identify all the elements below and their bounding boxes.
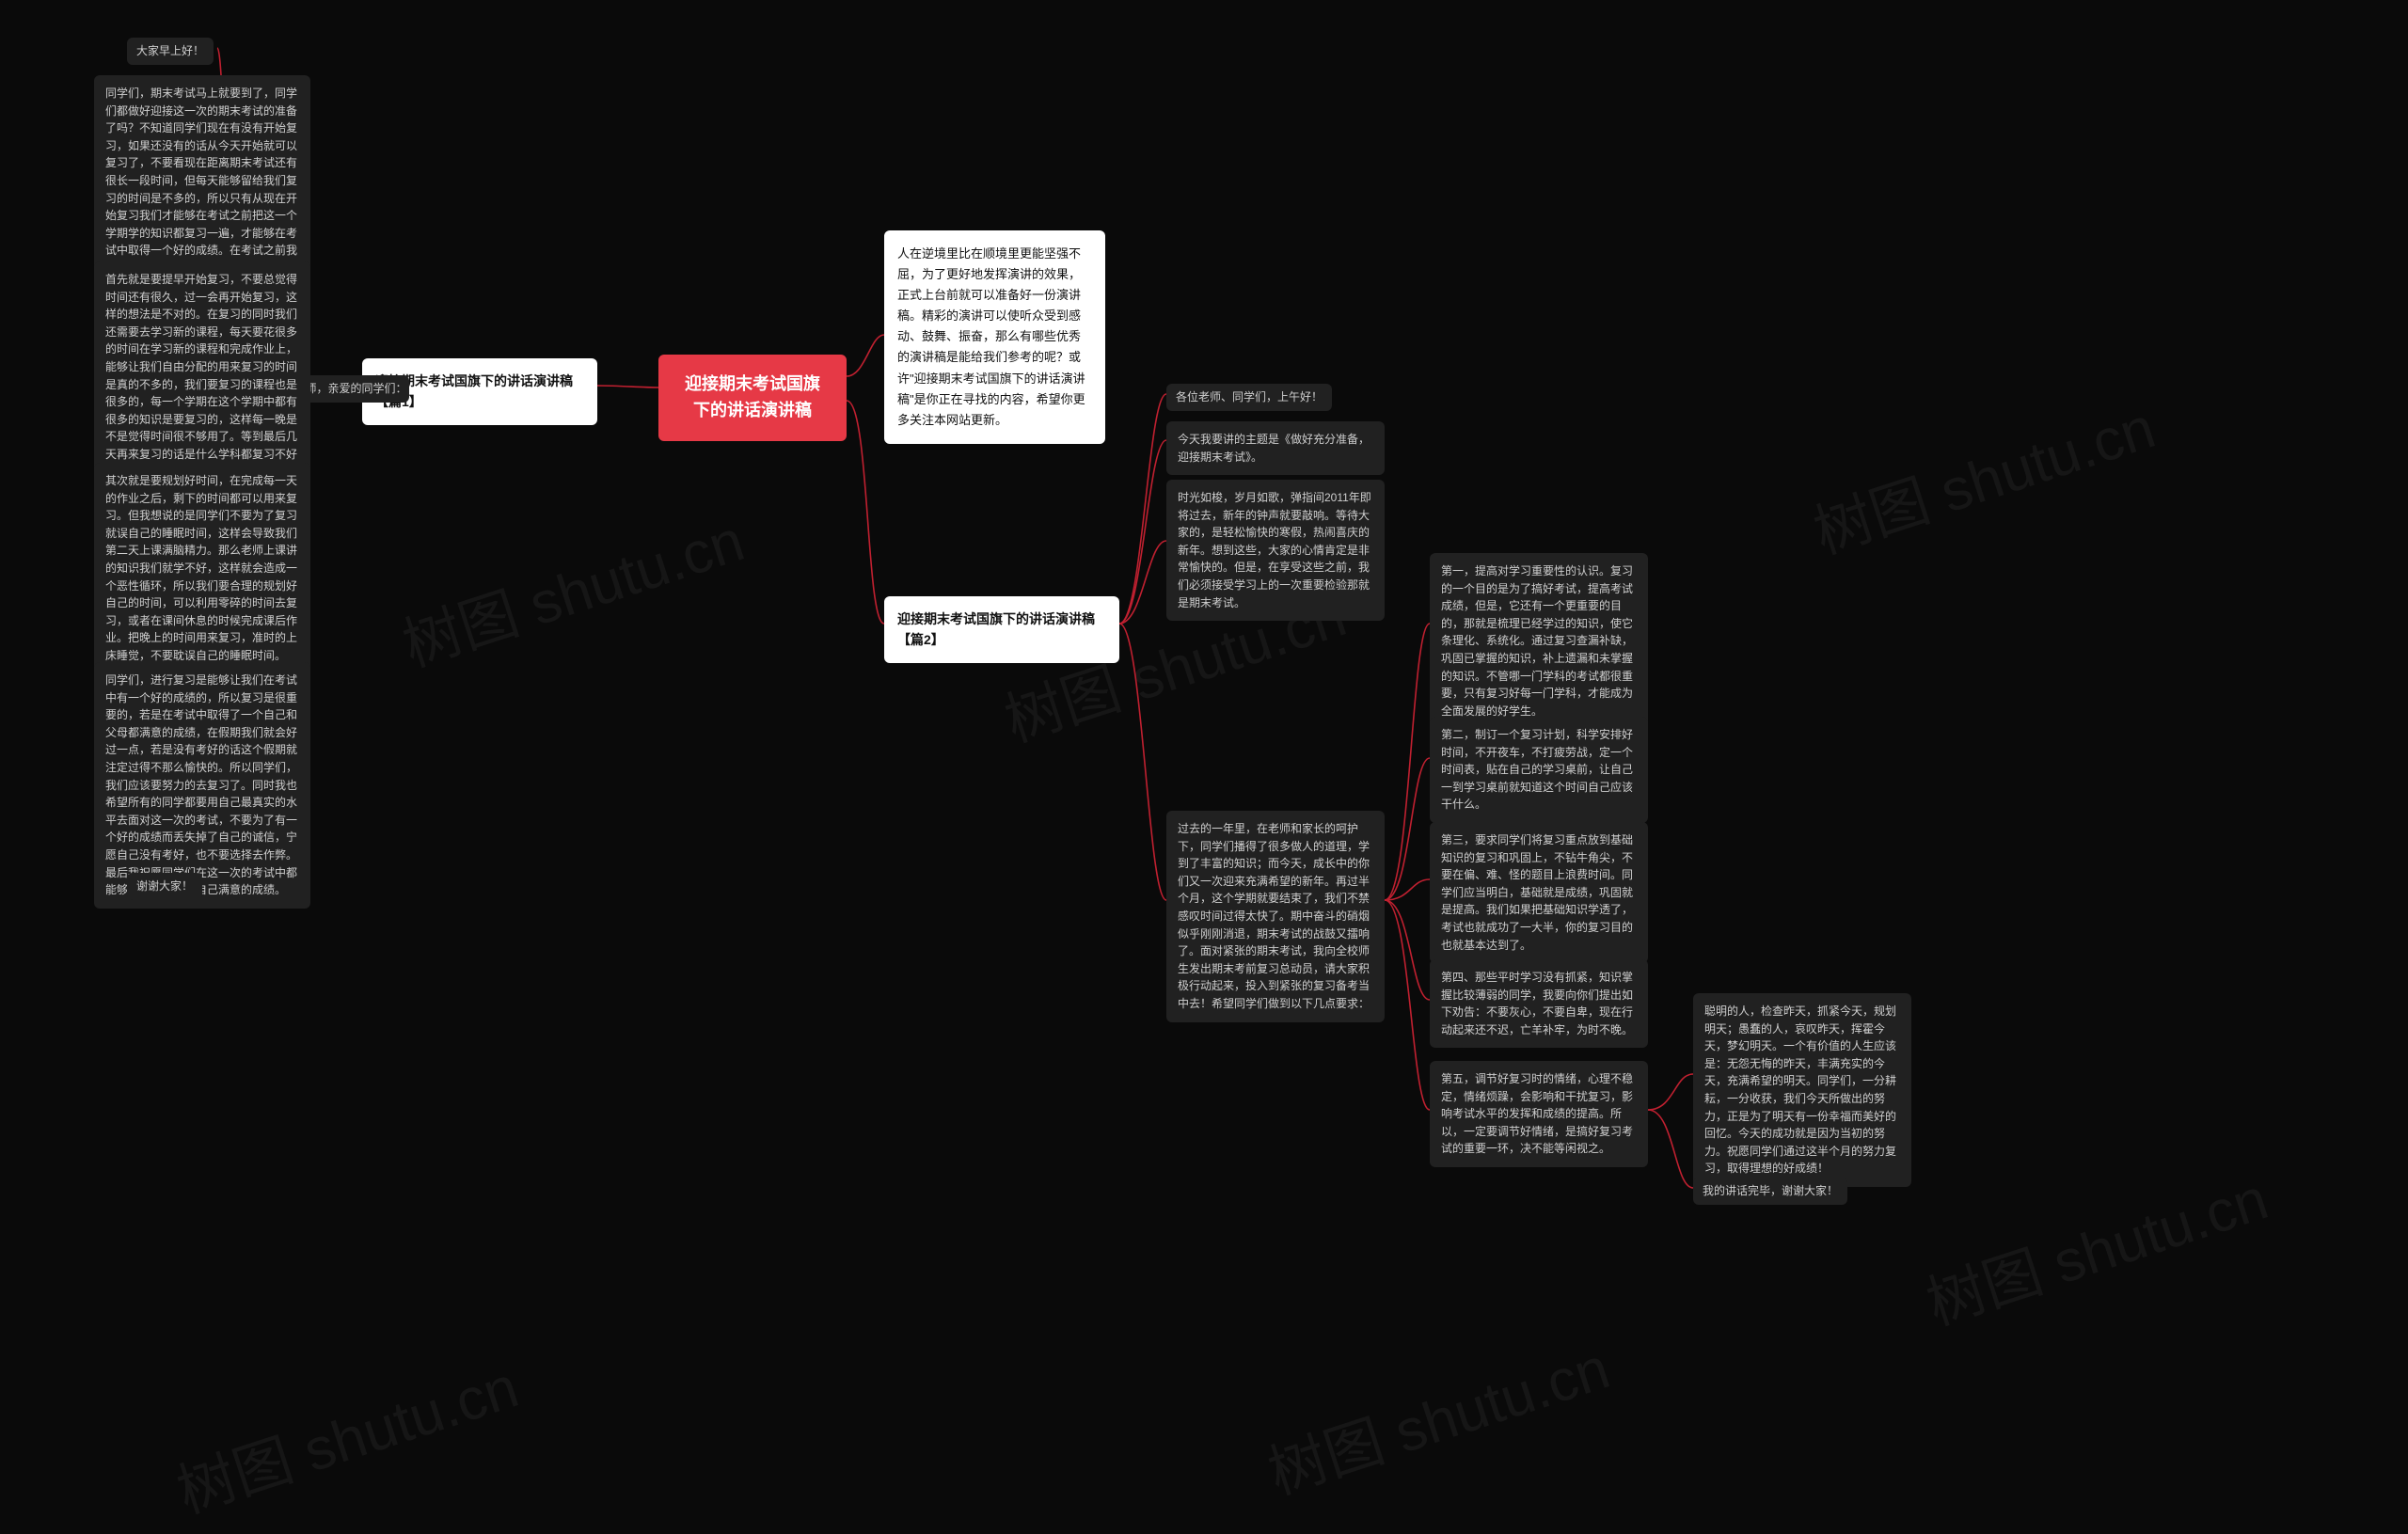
watermark: 树图 shutu.cn [390,493,752,683]
p1-n2[interactable]: 同学们，期末考试马上就要到了，同学们都做好迎接这一次的期末考试的准备了吗？不知道… [94,75,310,287]
connector-layer [0,0,2408,1534]
p1-n5[interactable]: 同学们，进行复习是能够让我们在考试中有一个好的成绩的，所以复习是很重要的，若是在… [94,662,310,909]
p2-n2[interactable]: 今天我要讲的主题是《做好充分准备，迎接期末考试》。 [1166,421,1385,475]
p2-n4e[interactable]: 第五，调节好复习时的情绪，心理不稳定，情绪烦躁，会影响和干扰复习，影响考试水平的… [1430,1061,1648,1167]
root-node[interactable]: 迎接期末考试国旗下的讲话演讲稿 [658,355,847,441]
p2-n4a[interactable]: 第一，提高对学习重要性的认识。复习的一个目的是为了搞好考试，提高考试成绩，但是，… [1430,553,1648,729]
p2-n1[interactable]: 各位老师、同学们，上午好！ [1166,384,1332,411]
watermark: 树图 shutu.cn [1256,1321,1618,1510]
p1-n4[interactable]: 其次就是要规划好时间，在完成每一天的作业之后，剩下的时间都可以用来复习。但我想说… [94,463,310,674]
p1-n1[interactable]: 大家早上好！ [127,38,214,65]
p2-title[interactable]: 迎接期末考试国旗下的讲话演讲稿【篇2】 [884,596,1119,663]
mindmap-canvas: 树图 shutu.cn 树图 shutu.cn 树图 shutu.cn 树图 s… [0,0,2408,1534]
p2-n5[interactable]: 聪明的人，检查昨天，抓紧今天，规划明天；愚蠢的人，哀叹昨天，挥霍今天，梦幻明天。… [1693,993,1911,1187]
p2-n4[interactable]: 过去的一年里，在老师和家长的呵护下，同学们播得了很多做人的道理，学到了丰富的知识… [1166,811,1385,1022]
p1-n6[interactable]: 谢谢大家！ [127,873,202,900]
watermark: 树图 shutu.cn [1914,1151,2276,1341]
p2-n4b[interactable]: 第二，制订一个复习计划，科学安排好时间，不开夜车，不打疲劳战，定一个时间表，贴在… [1430,717,1648,823]
watermark: 树图 shutu.cn [165,1339,527,1529]
p2-n4d[interactable]: 第四、那些平时学习没有抓紧，知识掌握比较薄弱的同学，我要向你们提出如下劝告：不要… [1430,959,1648,1048]
intro-node[interactable]: 人在逆境里比在顺境里更能坚强不屈，为了更好地发挥演讲的效果，正式上台前就可以准备… [884,230,1105,444]
p2-n6[interactable]: 我的讲话完毕，谢谢大家！ [1693,1178,1847,1205]
p2-n4c[interactable]: 第三，要求同学们将复习重点放到基础知识的复习和巩固上，不钻牛角尖，不要在偏、难、… [1430,822,1648,963]
p2-n3[interactable]: 时光如梭，岁月如歌，弹指间2011年即将过去，新年的钟声就要敲响。等待大家的，是… [1166,480,1385,621]
watermark: 树图 shutu.cn [1801,380,2163,570]
